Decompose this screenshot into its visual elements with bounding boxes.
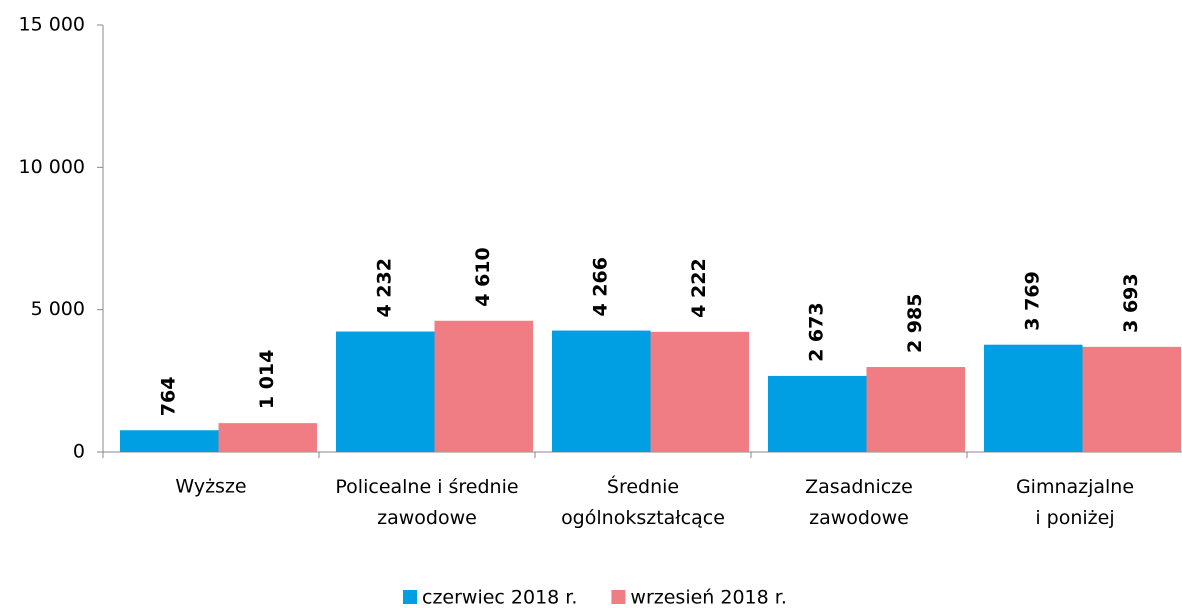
y-tick-label: 5 000	[31, 298, 85, 320]
value-label: 4 232	[374, 258, 396, 318]
value-label: 4 610	[472, 247, 494, 307]
x-tick-label: Policealne i średnie zawodowe	[335, 476, 518, 529]
x-tick-label: Wyższe	[175, 476, 246, 498]
x-tick-label: Średnie ogólnokształcące	[561, 474, 725, 529]
bar	[768, 375, 867, 452]
bar	[218, 423, 317, 452]
bar	[434, 320, 533, 452]
x-tick-label: Zasadnicze zawodowe	[805, 476, 913, 529]
value-label: 3 769	[1022, 271, 1044, 331]
value-label: 3 693	[1120, 273, 1142, 333]
bar	[1082, 346, 1181, 452]
value-label: 764	[158, 377, 180, 417]
legend-swatch	[611, 590, 626, 604]
x-tick-label: Gimnazjalne i poniżej	[1016, 476, 1134, 529]
bar	[650, 331, 749, 452]
value-label: 1 014	[256, 350, 278, 410]
y-tick-label: 10 000	[19, 156, 85, 178]
y-tick-label: 15 000	[19, 14, 85, 36]
value-label: 4 222	[688, 258, 710, 318]
legend-label: czerwiec 2018 r.	[422, 587, 577, 608]
value-label: 4 266	[590, 257, 612, 317]
bar	[552, 330, 651, 452]
bar	[120, 430, 219, 452]
bar	[984, 344, 1083, 452]
value-label: 2 673	[806, 302, 828, 362]
value-label: 2 985	[904, 294, 926, 354]
y-tick-label: 0	[73, 441, 85, 463]
bar	[866, 367, 965, 452]
legend-swatch	[403, 590, 417, 604]
legend-label: wrzesień 2018 r.	[630, 587, 786, 608]
bar	[336, 331, 435, 452]
